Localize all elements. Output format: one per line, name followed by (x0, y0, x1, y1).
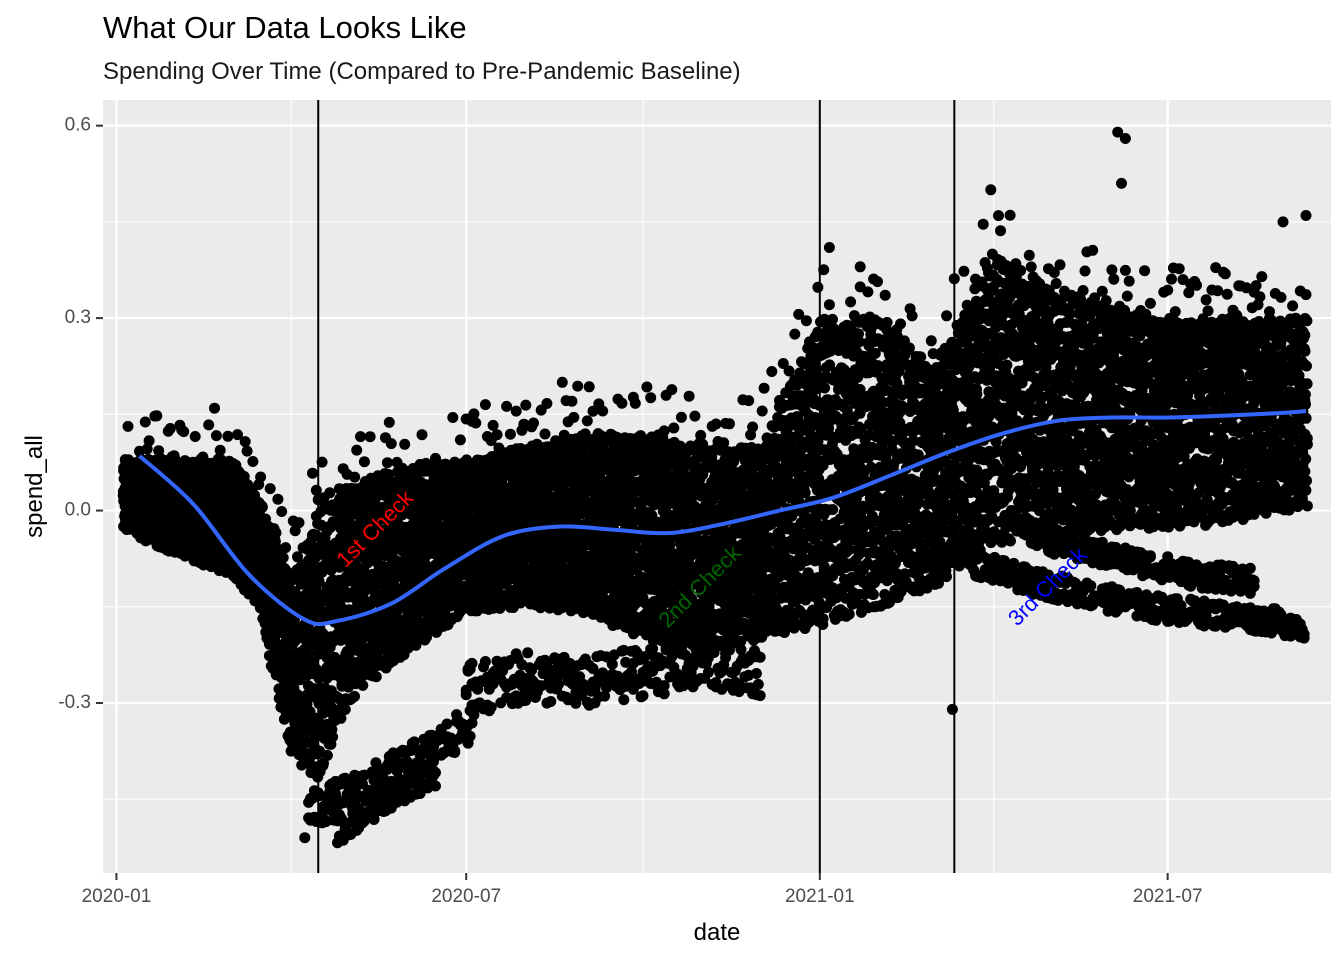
data-point (399, 438, 411, 450)
data-point (210, 430, 222, 442)
data-point (479, 399, 491, 411)
data-point (256, 501, 268, 513)
data-point (381, 457, 393, 469)
data-point (756, 405, 768, 417)
data-point (383, 416, 395, 428)
data-point (241, 445, 253, 457)
data-point (280, 542, 292, 554)
data-point (255, 471, 267, 483)
data-point (710, 418, 722, 430)
data-point (143, 435, 155, 447)
data-point (689, 410, 701, 422)
data-point (683, 390, 695, 402)
data-point (597, 405, 609, 417)
data-point (358, 456, 370, 468)
data-point (164, 423, 176, 434)
data-point (355, 431, 366, 443)
data-point (541, 398, 553, 409)
data-point (583, 381, 595, 393)
data-point (153, 445, 165, 457)
data-point (327, 731, 339, 743)
data-point (222, 430, 234, 442)
data-point (510, 405, 522, 417)
data-point (339, 704, 351, 715)
data-point (447, 412, 459, 423)
data-point (364, 431, 376, 443)
data-point (293, 517, 305, 529)
chart-subtitle: Spending Over Time (Compared to Pre-Pand… (103, 58, 741, 85)
data-point (270, 527, 282, 539)
data-point (668, 422, 680, 434)
data-point (566, 395, 578, 407)
data-point (316, 456, 328, 468)
data-point (385, 438, 397, 450)
data-point (724, 418, 735, 430)
data-point (351, 444, 363, 456)
data-point (629, 397, 641, 409)
data-point (568, 411, 580, 423)
data-point (675, 411, 687, 423)
data-point (501, 400, 513, 412)
data-point (766, 366, 778, 377)
data-point (743, 395, 755, 407)
data-point (276, 506, 288, 517)
data-point (520, 399, 532, 411)
data-point (307, 467, 318, 479)
data-point (616, 397, 628, 409)
data-point (416, 429, 428, 441)
data-point (370, 671, 382, 683)
data-point (758, 382, 770, 394)
data-point (349, 471, 361, 483)
data-point (277, 552, 289, 564)
data-point (151, 410, 163, 422)
data-point (209, 402, 220, 414)
data-point (641, 381, 653, 393)
data-point (139, 416, 151, 428)
data-point (572, 380, 584, 392)
data-point (335, 712, 347, 724)
data-point (239, 436, 251, 448)
data-point (539, 428, 551, 440)
data-point (214, 444, 226, 456)
data-point (272, 493, 284, 505)
data-point (189, 431, 201, 442)
data-point (141, 443, 153, 455)
data-point (504, 428, 516, 440)
data-point (470, 417, 482, 429)
data-point (324, 487, 336, 499)
data-point (581, 415, 593, 427)
data-point (491, 429, 503, 441)
data-point (658, 425, 670, 437)
data-point (666, 384, 678, 396)
data-point (232, 429, 243, 441)
data-point (122, 420, 134, 432)
data-point (357, 679, 369, 691)
data-point (178, 426, 190, 438)
data-point (528, 417, 539, 429)
data-point (247, 456, 259, 467)
data-point (747, 421, 759, 433)
chart-title: What Our Data Looks Like (103, 10, 467, 45)
data-point (203, 419, 215, 431)
data-point (292, 551, 303, 563)
data-point (468, 408, 480, 420)
data-point (454, 434, 466, 446)
data-point (264, 483, 276, 495)
data-point (645, 392, 657, 404)
data-point (349, 690, 360, 702)
data-point (321, 749, 333, 761)
